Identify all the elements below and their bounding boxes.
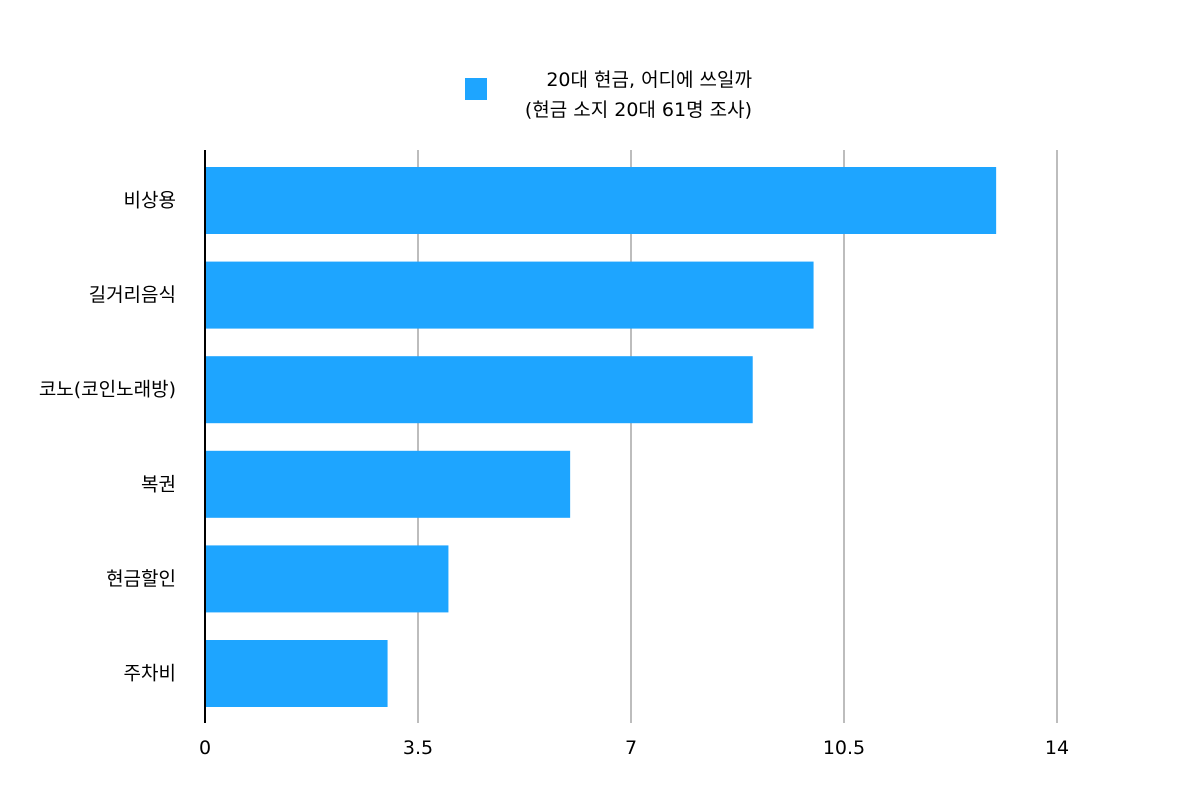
bar: [205, 261, 814, 329]
x-tick-label: 3.5: [403, 737, 433, 759]
x-tick-label: 7: [625, 737, 637, 759]
category-label: 비상용: [124, 190, 176, 212]
bar: [205, 450, 571, 518]
x-tick-labels: 0 3.5 7 10.5 14: [199, 737, 1069, 759]
bar: [205, 356, 753, 424]
category-label: 현금할인: [106, 568, 176, 590]
category-label: 주차비: [124, 663, 176, 685]
bars: [205, 167, 997, 707]
x-tick-label: 10.5: [823, 737, 865, 759]
x-tick-label: 0: [199, 737, 211, 759]
legend-swatch: [465, 78, 487, 100]
category-label: 길거리음식: [89, 284, 176, 306]
bar: [205, 167, 997, 234]
gridlines: [417, 150, 1058, 723]
category-label: 복권: [141, 473, 176, 495]
bar: [205, 545, 449, 613]
category-label: 코노(코인노래방): [39, 379, 176, 401]
legend-label: 20대 현금, 어디에 쓰일까 (현금 소지 20대 61명 조사): [525, 69, 752, 121]
bar: [205, 640, 388, 707]
x-tick-label: 14: [1045, 737, 1069, 759]
legend: 20대 현금, 어디에 쓰일까 (현금 소지 20대 61명 조사): [465, 69, 752, 121]
